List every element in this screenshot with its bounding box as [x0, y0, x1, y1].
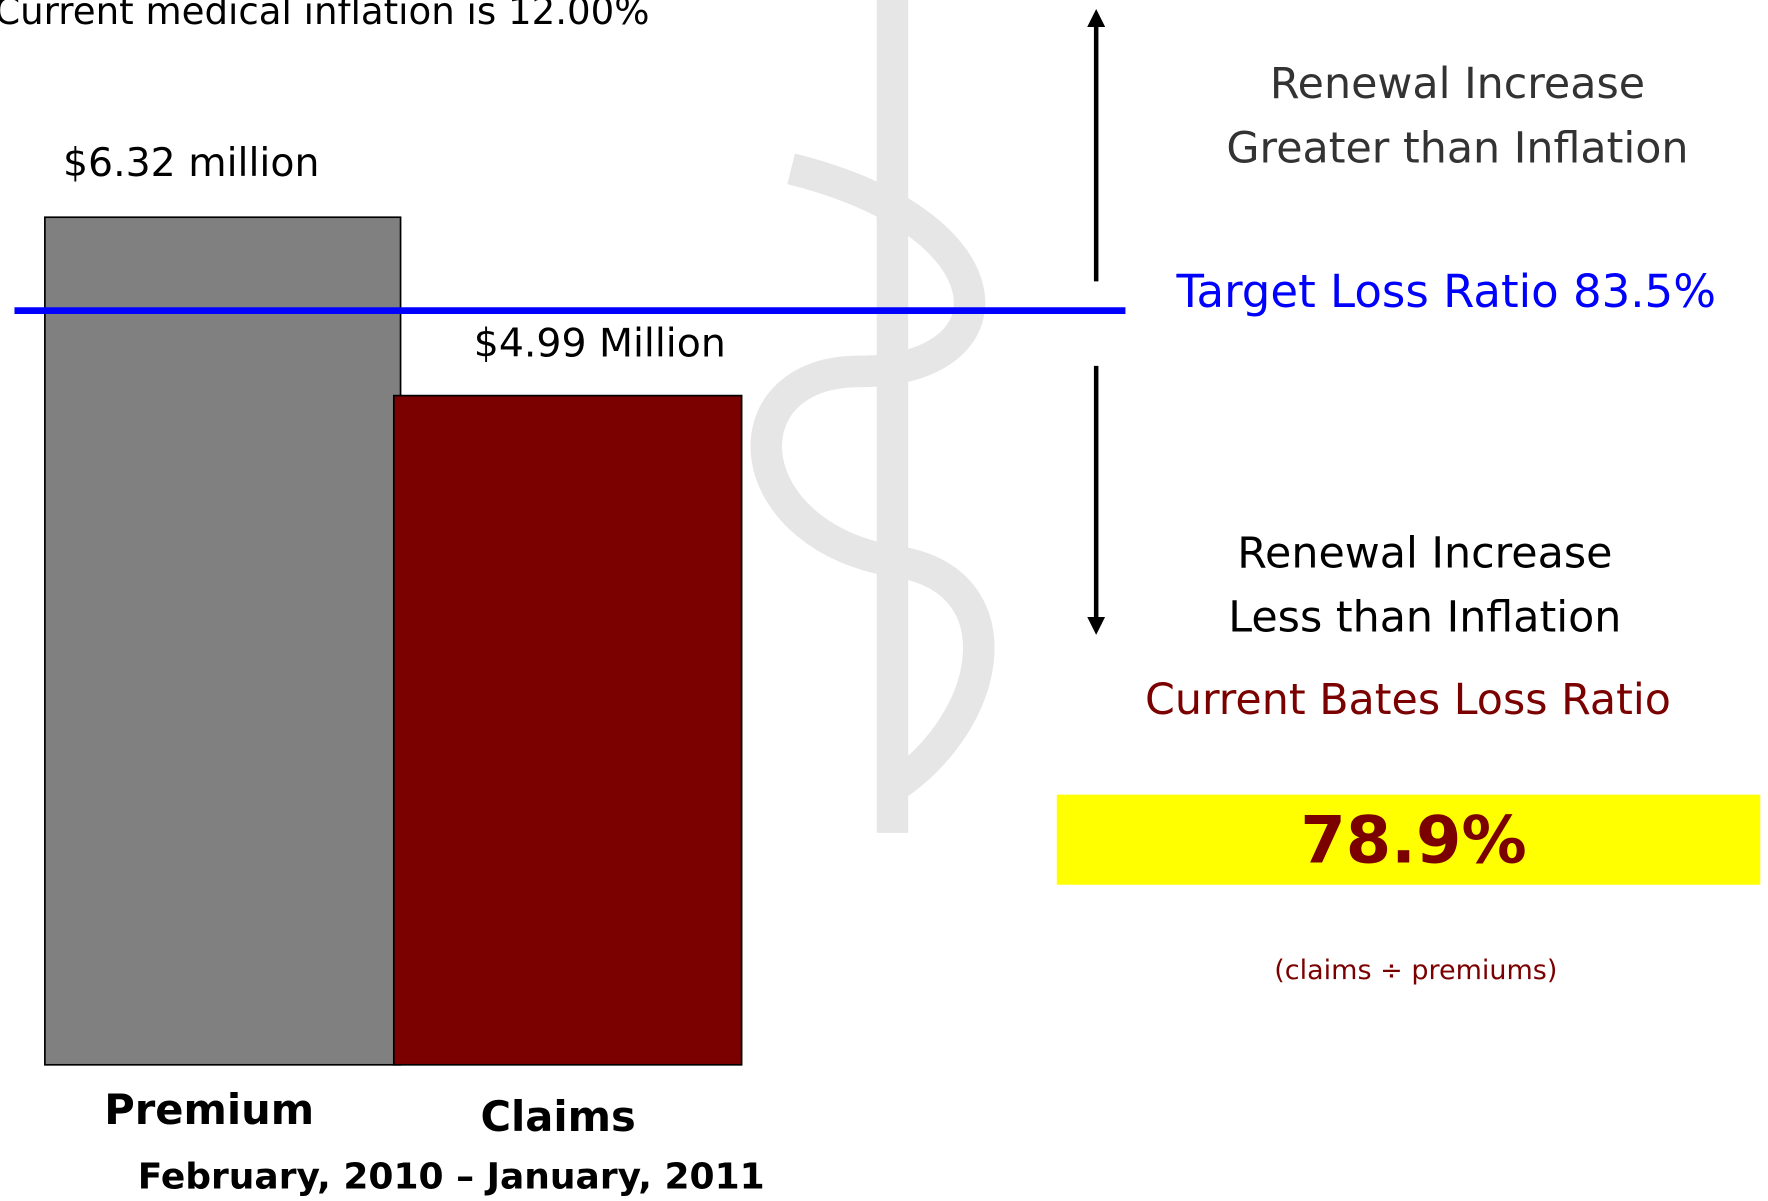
current-label: Current Bates Loss Ratio: [1145, 675, 1671, 725]
period: February, 2010 – January, 2011: [138, 1156, 765, 1197]
value-label: $4.99 Million: [474, 321, 726, 367]
lower-note: Less than Inflation: [1228, 593, 1621, 643]
current-value: 78.9%: [1300, 802, 1526, 878]
formula: (claims ÷ premiums): [1274, 955, 1557, 986]
chart-title: Current medical inflation is 12.00%: [0, 0, 650, 33]
chart: Current medical inflation is 12.00% $6.3…: [0, 0, 1768, 1201]
bar: [45, 217, 401, 1065]
category-label: Claims: [480, 1092, 635, 1141]
value-label: $6.32 million: [63, 140, 319, 186]
upper-note: Greater than Inflation: [1226, 123, 1688, 173]
bar: [394, 396, 742, 1065]
target-label: Target Loss Ratio 83.5%: [1175, 265, 1716, 318]
page: {"chart_data": {"type": "bar", "title": …: [0, 0, 1768, 1201]
upper-note: Renewal Increase: [1270, 59, 1645, 109]
bars: $6.32 million Premium $4.99 Million Claims: [45, 140, 742, 1141]
watermark: [766, 0, 979, 833]
lower-note: Renewal Increase: [1237, 529, 1612, 579]
category-label: Premium: [104, 1085, 314, 1134]
